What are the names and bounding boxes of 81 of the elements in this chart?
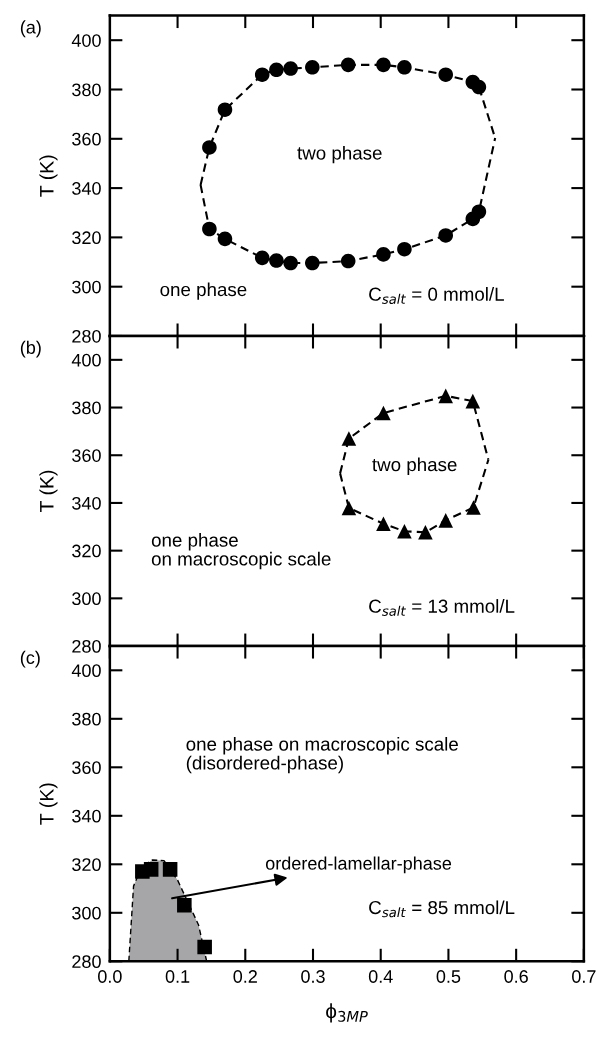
x-tick-label: 0.1 bbox=[165, 970, 190, 983]
point bbox=[197, 939, 212, 955]
x-tick-label: 0.0 bbox=[98, 970, 122, 983]
y-tick-label: 400 bbox=[71, 664, 101, 678]
y-tick-label: 380 bbox=[72, 712, 101, 726]
point bbox=[254, 67, 270, 82]
y-tick-label: 380 bbox=[72, 83, 101, 97]
point bbox=[397, 524, 412, 539]
point bbox=[162, 862, 178, 877]
x-axis-title: ϕ$_{3MP}$ bbox=[326, 1003, 368, 1023]
point bbox=[269, 62, 284, 78]
point bbox=[376, 516, 391, 531]
y-axis-title: T (K) bbox=[39, 155, 58, 197]
y-axis-title: T (K) bbox=[39, 783, 58, 825]
point bbox=[471, 79, 487, 95]
point bbox=[376, 405, 391, 421]
point bbox=[376, 57, 391, 73]
y-tick-label: 280 bbox=[72, 639, 101, 653]
point bbox=[341, 500, 357, 516]
point bbox=[269, 253, 284, 268]
chart-title: (b) bbox=[20, 340, 41, 358]
point bbox=[217, 231, 233, 247]
x-tick-label: 0.5 bbox=[436, 970, 461, 983]
point bbox=[254, 250, 270, 266]
y-tick-label: 320 bbox=[72, 858, 101, 872]
y-tick-label: 360 bbox=[72, 132, 101, 146]
point bbox=[305, 255, 320, 271]
annotation: C$_{salt}$ = 0 mmol/L bbox=[369, 287, 504, 304]
point bbox=[418, 525, 433, 540]
point bbox=[471, 204, 487, 220]
x-tick-label: 0.4 bbox=[368, 970, 393, 983]
y-tick-label: 280 bbox=[72, 329, 101, 343]
point bbox=[397, 60, 412, 75]
chart-title: (a) bbox=[20, 20, 41, 38]
chart-title: (c) bbox=[20, 650, 40, 668]
point bbox=[438, 67, 454, 82]
y-tick-label: 320 bbox=[72, 544, 101, 558]
y-tick-label: 320 bbox=[72, 231, 101, 245]
y-tick-label: 380 bbox=[72, 401, 101, 415]
y-tick-label: 300 bbox=[72, 280, 101, 294]
point bbox=[438, 388, 454, 404]
point bbox=[177, 898, 192, 913]
point bbox=[202, 140, 217, 155]
x-tick-label: 0.6 bbox=[504, 970, 528, 983]
annotation: one phase on macroscopic scale (disordered-phase) bbox=[186, 736, 458, 774]
x-tick-label: 0.7 bbox=[572, 970, 596, 983]
point bbox=[466, 500, 481, 515]
annotation: one phase bbox=[160, 282, 247, 300]
y-tick-label: 300 bbox=[72, 906, 101, 920]
point bbox=[341, 431, 357, 446]
y-tick-label: 340 bbox=[72, 496, 101, 510]
annotation: ordered-lamellar-phase bbox=[265, 856, 452, 874]
y-tick-label: 280 bbox=[72, 955, 101, 969]
annotation: two phase bbox=[297, 145, 382, 164]
point bbox=[283, 255, 298, 271]
y-tick-label: 400 bbox=[71, 353, 101, 367]
point bbox=[438, 228, 454, 243]
point bbox=[376, 247, 391, 262]
x-tick-label: 0.3 bbox=[301, 970, 325, 983]
point bbox=[465, 393, 481, 409]
x-tick-label: 0.2 bbox=[233, 970, 257, 983]
y-tick-label: 360 bbox=[72, 761, 101, 775]
y-tick-label: 340 bbox=[72, 182, 101, 195]
point bbox=[217, 102, 233, 117]
annotation: two phase bbox=[372, 457, 457, 475]
point bbox=[340, 57, 356, 73]
y-axis-title: T (K) bbox=[39, 470, 58, 513]
y-tick-label: 340 bbox=[72, 809, 101, 823]
y-tick-label: 300 bbox=[72, 592, 101, 606]
point bbox=[202, 221, 217, 237]
annotation: C$_{salt}$ = 13 mmol/L bbox=[369, 599, 515, 616]
point bbox=[283, 61, 298, 76]
y-tick-label: 360 bbox=[72, 449, 101, 462]
point bbox=[143, 862, 159, 877]
annotation: C$_{salt}$ = 85 mmol/L bbox=[369, 900, 515, 918]
annotation: one phase on macroscopic scale bbox=[151, 533, 331, 570]
point bbox=[340, 253, 356, 269]
point bbox=[438, 513, 454, 528]
point bbox=[397, 241, 412, 257]
y-tick-label: 400 bbox=[71, 34, 101, 47]
point bbox=[305, 60, 320, 75]
